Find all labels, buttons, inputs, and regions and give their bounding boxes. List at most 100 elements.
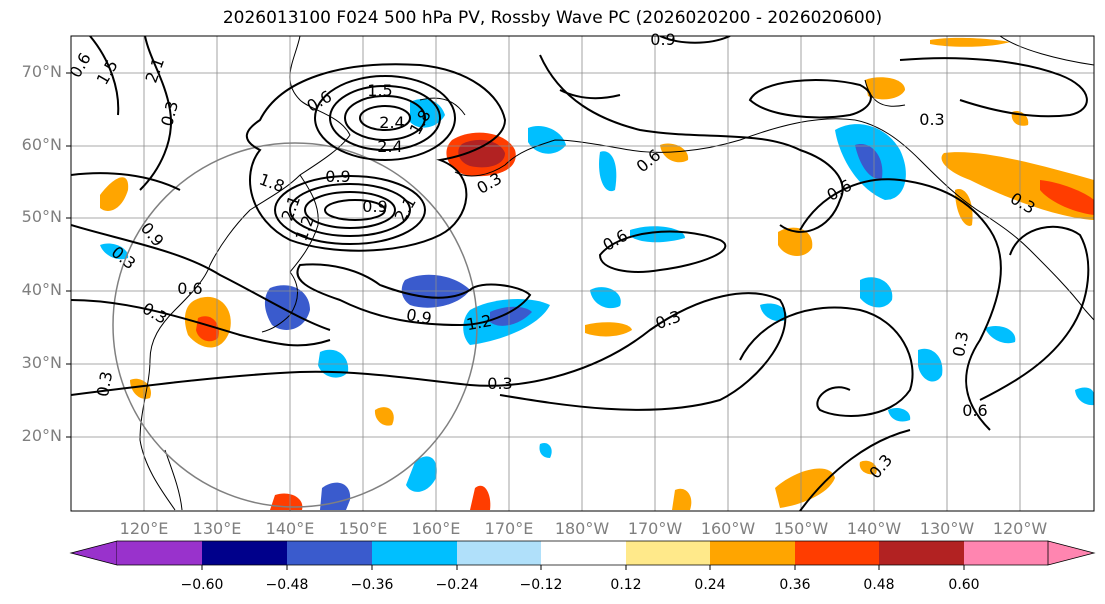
contour-label: 0.9 [362,197,387,216]
anomaly-negative [630,226,685,243]
colorbar [69,540,1096,570]
lat-label: 40°N [21,280,62,299]
anomaly-positive [660,143,689,163]
anomaly-positive [955,189,973,226]
lat-label: 20°N [21,426,62,445]
contour-label: 0.3 [919,110,944,129]
anomaly-negative [528,125,566,154]
contour-label: 2.4 [379,113,404,132]
contour-label: 0.6 [66,49,95,81]
anomaly-negative [855,144,883,179]
contour-label: 0.3 [865,451,896,483]
colorbar-segment [710,541,795,565]
contour-label: 0.9 [405,305,433,328]
lat-label: 70°N [21,62,62,81]
anomaly-negative [1075,387,1094,406]
anomaly-positive [470,485,491,510]
contour-label: 1.5 [93,56,122,88]
pv-anomaly-shading [100,37,1094,510]
colorbar-tick: −0.36 [350,577,394,593]
lon-label: 120°W [992,519,1048,538]
colorbar-segment [117,541,202,565]
lon-label: 150°W [773,519,829,538]
anomaly-negative [860,277,893,308]
lon-label: 150°E [338,519,388,538]
anomaly-negative [490,306,532,326]
contour-label: 0.6 [823,176,855,205]
colorbar-segment [372,541,457,565]
anomaly-positive [458,139,505,168]
colorbar-tick: 0.12 [610,577,642,593]
anomaly-positive [672,488,692,510]
colorbar-segment [626,541,710,565]
anomaly-negative [985,325,1016,344]
anomaly-positive [374,407,394,426]
anomaly-positive [1040,180,1094,215]
lat-label: 60°N [21,135,62,154]
contour-label: 1.5 [367,81,392,100]
colorbar-segment [457,541,541,565]
colorbar-segment [69,540,118,566]
colorbar-segment [879,541,964,565]
coastlines [139,36,1094,511]
contour-label: 2.1 [391,193,420,225]
lon-label: 140°E [265,519,315,538]
contour-label: 0.3 [157,99,182,129]
lon-label: 180°W [554,519,610,538]
colorbar-segment [1047,540,1096,566]
colorbar-tick: 0.60 [948,577,980,593]
contour-label: 0.3 [487,374,512,393]
lon-label: 120°E [119,519,169,538]
lon-label: 130°E [192,519,242,538]
contour-label: 0.9 [137,219,168,251]
contour-label: 1.2 [465,311,493,334]
colorbar-tick: 0.36 [779,577,811,593]
anomaly-negative [599,151,617,192]
anomaly-negative [320,482,351,510]
contour-label: 0.9 [650,30,675,49]
lon-label: 160°E [411,519,461,538]
range-circle [112,142,478,508]
lon-label: 140°W [846,519,902,538]
contour-label: 0.6 [177,279,202,298]
anomaly-positive [778,227,813,256]
map-frame [70,35,1095,512]
colorbar-tick: −0.12 [519,577,563,593]
anomaly-positive [859,460,877,475]
pv-contours [71,36,1090,511]
lat-label: 30°N [21,353,62,372]
contour-label: 0.3 [653,307,683,334]
colorbar-tick: 0.48 [863,577,895,593]
contour-label: 0.6 [633,145,665,176]
colorbar-segment [964,541,1048,565]
anomaly-negative [406,456,437,492]
colorbar-segment [287,541,372,565]
anomaly-positive [941,152,1094,220]
colorbar-segment [541,541,626,565]
anomaly-negative [264,285,310,330]
anomaly-negative [590,287,621,309]
anomaly-positive [775,468,835,508]
contour-label: 0.6 [962,401,987,420]
lon-label: 170°W [627,519,683,538]
anomaly-positive [100,177,129,211]
lon-label: 160°W [700,519,756,538]
anomaly-negative [760,303,787,322]
contour-label: 0.9 [325,167,350,186]
anomaly-positive [930,37,1010,47]
colorbar-tick: 0.24 [694,577,726,593]
colorbar-segment [202,541,287,565]
contour-label: 2.1 [142,55,169,85]
contour-label: 2.4 [377,137,402,156]
contour-label: 0.3 [93,370,116,398]
lat-label: 50°N [21,207,62,226]
graticule [71,36,1094,511]
contour-label: 1.8 [257,170,287,197]
colorbar-tick: −0.48 [265,577,309,593]
anomaly-negative [100,243,129,260]
colorbar-tick: −0.60 [180,577,224,593]
anomaly-negative [539,442,552,458]
anomaly-positive [865,77,905,100]
chart-title: 2026013100 F024 500 hPa PV, Rossby Wave … [222,8,883,28]
